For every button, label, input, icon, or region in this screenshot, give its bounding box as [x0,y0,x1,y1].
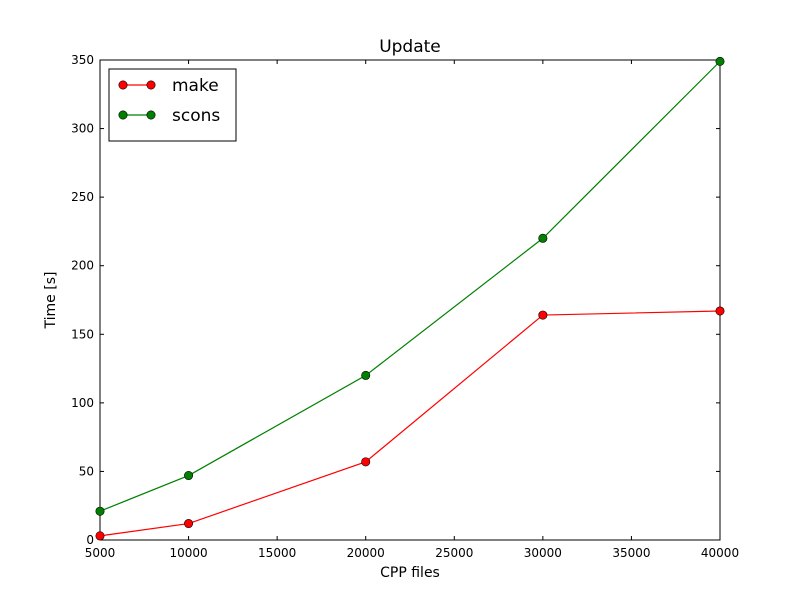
legend-label-make: make [172,76,219,96]
data-point-scons [361,370,371,380]
data-point-scons [95,506,105,516]
x-tick-label: 20000 [347,546,385,560]
y-axis: 0 50 100 150 200 250 300 350 [71,53,720,547]
data-point-make [538,310,548,320]
data-point-make [95,531,105,541]
x-tick-label: 25000 [435,546,473,560]
y-tick-label: 300 [71,122,94,136]
legend-marker-make [146,80,156,90]
x-tick-label: 5000 [85,546,116,560]
chart-title: Update [379,37,441,57]
x-tick-label: 40000 [701,546,739,560]
y-axis-label: Time [s] [43,272,59,330]
x-tick-label: 35000 [612,546,650,560]
x-axis: 5000 10000 15000 20000 25000 30000 35000 40000 [85,60,739,560]
x-tick-label: 30000 [524,546,562,560]
legend-marker-scons [146,110,156,120]
data-point-make [184,519,194,529]
legend-marker-scons [118,110,128,120]
legend-label-scons: scons [172,106,220,126]
x-axis-label: CPP files [380,565,440,581]
legend-box [108,68,237,142]
x-tick-label: 10000 [169,546,207,560]
series-line-make [99,310,721,537]
y-tick-label: 150 [71,327,94,341]
data-point-make [361,457,371,467]
plot-frame [99,59,721,541]
legend: make scons [108,68,237,142]
y-tick-label: 100 [71,396,94,410]
y-tick-label: 50 [79,464,94,478]
x-tick-label: 15000 [258,546,296,560]
data-point-scons [184,471,194,481]
series-layer [95,56,725,541]
data-point-scons [715,56,725,66]
y-tick-label: 0 [86,533,94,547]
data-point-make [715,306,725,316]
legend-marker-make [118,80,128,90]
y-tick-label: 250 [71,190,94,204]
data-point-scons [538,233,548,243]
y-tick-label: 350 [71,53,94,67]
y-tick-label: 200 [71,259,94,273]
